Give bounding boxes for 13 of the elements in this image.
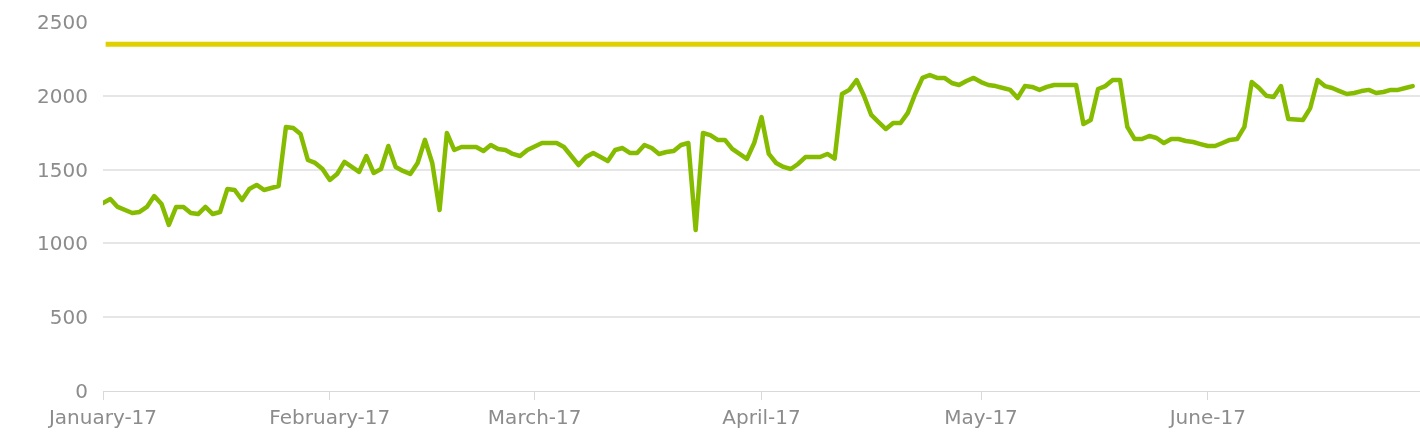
y-tick-label: 0 (75, 379, 88, 403)
x-tick-label: January-17 (46, 405, 158, 429)
x-tick-label: February-17 (269, 405, 391, 429)
x-tick-label: April-17 (722, 405, 801, 429)
y-tick-label: 2500 (37, 10, 88, 34)
y-tick-label: 1500 (37, 157, 88, 182)
x-tick-label: June-17 (1167, 405, 1246, 429)
x-tick-label: March-17 (487, 405, 582, 429)
x-tick-label: May-17 (944, 405, 1018, 429)
line-series (103, 72, 1415, 233)
y-tick-label: 1000 (37, 231, 88, 256)
y-tick-label: 500 (49, 305, 88, 330)
y-tick-label: 2000 (37, 83, 88, 108)
